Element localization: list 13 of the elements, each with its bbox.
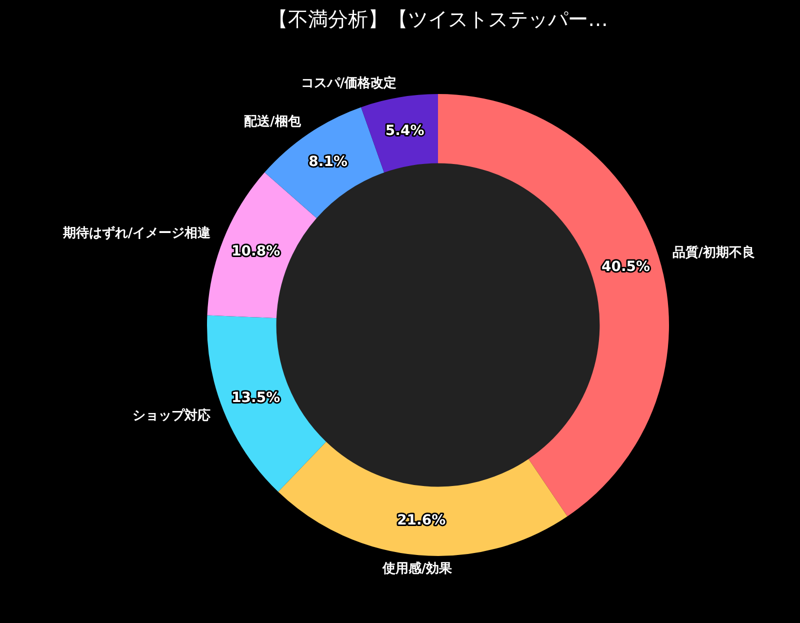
data-label: 13.5% [232,390,280,406]
slice-label: 配送/梱包 [244,114,302,130]
data-label: 8.1% [308,154,348,170]
slice-label: 品質/初期不良 [672,244,756,261]
data-label: 40.5% [601,259,650,276]
slice-label: コスパ/価格改定 [300,74,397,91]
slice-label: 期待はずれ/イメージ相違 [62,225,212,242]
data-label: 10.8% [232,243,280,260]
data-label: 21.6% [397,512,446,528]
data-label: 5.4% [385,123,424,140]
chart-title: 【不満分析】【ツイストステッパー… [267,6,609,33]
slice-label: 使用感/効果 [381,560,454,576]
slice-label: ショップ対応 [132,408,211,424]
